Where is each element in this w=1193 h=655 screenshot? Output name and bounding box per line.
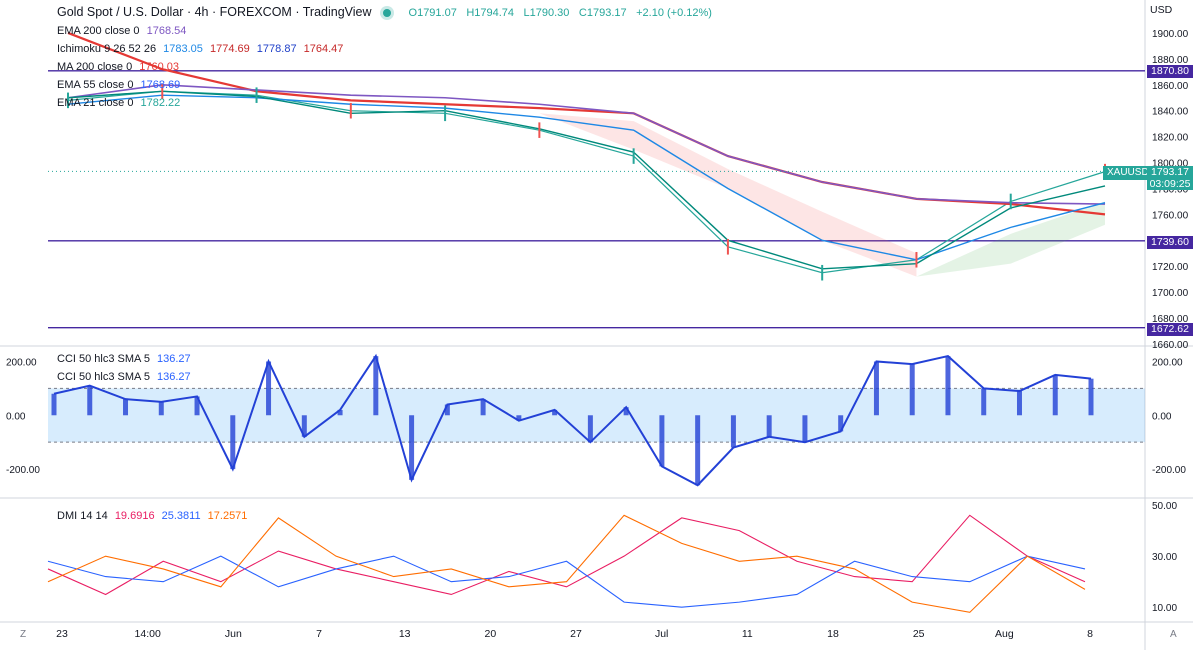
level-tag-1672: 1672.62 (1147, 323, 1193, 336)
legend-ema21-label: EMA 21 close 0 (57, 97, 134, 109)
legend-ema55[interactable]: EMA 55 close 0 1768.69 (57, 79, 180, 92)
dmi-tick-label: 30.00 (1152, 552, 1177, 563)
legend-ma200[interactable]: MA 200 close 0 1760.03 (57, 61, 179, 74)
time-axis-label: 11 (742, 628, 753, 640)
current-price: 1793.17 (1151, 166, 1189, 178)
exchange-label: FOREXCOM (219, 5, 292, 19)
current-price-tag: 1793.17 03:09:25 (1147, 166, 1193, 190)
symbol-tag: XAUUSD (1103, 166, 1153, 180)
time-axis-label: 7 (316, 628, 322, 640)
legend-cci[interactable]: CCI 50 hlc3 SMA 5 136.27 (57, 353, 191, 366)
ema21-line (67, 90, 1106, 270)
legend-ema200[interactable]: EMA 200 close 0 1768.54 (57, 25, 186, 38)
dmi-adx-line (47, 514, 1086, 596)
time-axis-label: Aug (995, 628, 1014, 640)
legend-ema200-label: EMA 200 close 0 (57, 25, 140, 37)
symbol-name[interactable]: Gold Spot / U.S. Dollar (57, 5, 184, 19)
dmi-tick-label: 50.00 (1152, 501, 1177, 512)
cci-tick-label-left: -200.00 (6, 465, 40, 476)
time-axis-label: 18 (827, 628, 839, 640)
ohlc-low: L1790.30 (523, 7, 570, 19)
legend-dmi-adx: 19.6916 (114, 510, 155, 522)
legend-cci-2[interactable]: CCI 50 hlc3 SMA 5 136.27 (57, 371, 191, 384)
currency-label[interactable]: USD (1150, 4, 1173, 16)
legend-ma200-value: 1760.03 (139, 61, 180, 73)
price-tick-label: 1760.00 (1152, 210, 1189, 221)
legend-dmi-minus: 17.2571 (207, 510, 248, 522)
symbol-header: Gold Spot / U.S. Dollar · 4h · FOREXCOM … (57, 5, 712, 19)
price-tick-label: 1700.00 (1152, 288, 1189, 299)
legend-ema200-value: 1768.54 (146, 25, 187, 37)
price-tick-label: 1860.00 (1152, 81, 1189, 92)
legend-ma200-label: MA 200 close 0 (57, 61, 133, 73)
legend-ema21-value: 1782.22 (140, 97, 181, 109)
level-tag-1870: 1870.80 (1147, 65, 1193, 78)
price-tick-label: 1900.00 (1152, 29, 1189, 40)
platform-label: TradingView (302, 5, 372, 19)
time-axis-label: Jun (225, 628, 242, 640)
ohlc-high: H1794.74 (466, 7, 515, 19)
price-tick-label: 1880.00 (1152, 55, 1189, 66)
level-tag-1739: 1739.60 (1147, 236, 1193, 249)
time-axis-label: 27 (570, 628, 582, 640)
legend-ichimoku[interactable]: Ichimoku 9 26 52 26 1783.05 1774.69 1778… (57, 43, 343, 56)
price-tick-label: 1680.00 (1152, 314, 1189, 325)
legend-ichimoku-label: Ichimoku 9 26 52 26 (57, 43, 157, 55)
legend-ema21[interactable]: EMA 21 close 0 1782.22 (57, 97, 180, 110)
time-axis-label: 8 (1087, 628, 1093, 640)
price-tick-label: 1820.00 (1152, 133, 1189, 144)
time-axis-label: Jul (655, 628, 668, 640)
cci-tick-label: -200.00 (1152, 465, 1186, 476)
cci-tick-label: 200.00 (1152, 357, 1183, 368)
legend-dmi-label: DMI 14 14 (57, 510, 108, 522)
auto-scale-button[interactable]: A (1170, 629, 1177, 640)
price-tick-label: 1840.00 (1152, 107, 1189, 118)
price-tick-label: 1660.00 (1152, 340, 1189, 351)
legend-ema55-label: EMA 55 close 0 (57, 79, 134, 91)
ichimoku-cloud-bearish (539, 113, 917, 277)
legend-ema55-value: 1768.69 (140, 79, 181, 91)
time-axis-label: 14:00 (135, 628, 161, 640)
ohlc-open: O1791.07 (408, 7, 457, 19)
price-line (67, 90, 1106, 274)
dmi-plus-line (47, 555, 1086, 608)
legend-dmi[interactable]: DMI 14 14 19.6916 25.3811 17.2571 (57, 510, 247, 523)
legend-ichimoku-value-4: 1764.47 (303, 43, 344, 55)
time-axis-label: 13 (399, 628, 411, 640)
interval-label[interactable]: 4h (194, 5, 209, 19)
zoom-left-button[interactable]: Z (20, 629, 27, 640)
cci-line (53, 353, 1092, 487)
dmi-minus-line (47, 514, 1086, 613)
market-status-icon (383, 8, 392, 17)
legend-cci-label: CCI 50 hlc3 SMA 5 (57, 353, 150, 365)
legend-dmi-plus: 25.3811 (161, 510, 201, 522)
price-tick-label: 1800.00 (1152, 159, 1189, 170)
bar-countdown: 03:09:25 (1149, 178, 1191, 190)
time-axis-label: 25 (913, 628, 925, 640)
legend-cci-value: 136.27 (157, 353, 191, 365)
ichimoku-cloud-bullish (916, 201, 1105, 277)
legend-cci-label-2: CCI 50 hlc3 SMA 5 (57, 371, 150, 383)
ohlc-close: C1793.17 (578, 7, 627, 19)
legend-ichimoku-value-1: 1783.05 (163, 43, 203, 55)
time-axis-label: 23 (56, 628, 68, 640)
cci-tick-label: 0.00 (1152, 411, 1172, 422)
cci-tick-label-left: 0.00 (6, 411, 26, 422)
ohlc-change: +2.10 (+0.12%) (636, 7, 712, 19)
dmi-tick-label: 10.00 (1152, 603, 1177, 614)
legend-cci-value-2: 136.27 (157, 371, 191, 383)
cci-tick-label-left: 200.00 (6, 357, 37, 368)
time-axis-label: 20 (484, 628, 496, 640)
ema200-line (67, 83, 1106, 205)
legend-ichimoku-value-3: 1778.87 (256, 43, 297, 55)
legend-ichimoku-value-2: 1774.69 (209, 43, 250, 55)
price-tick-label: 1720.00 (1152, 262, 1189, 273)
cci-band (48, 388, 1145, 443)
